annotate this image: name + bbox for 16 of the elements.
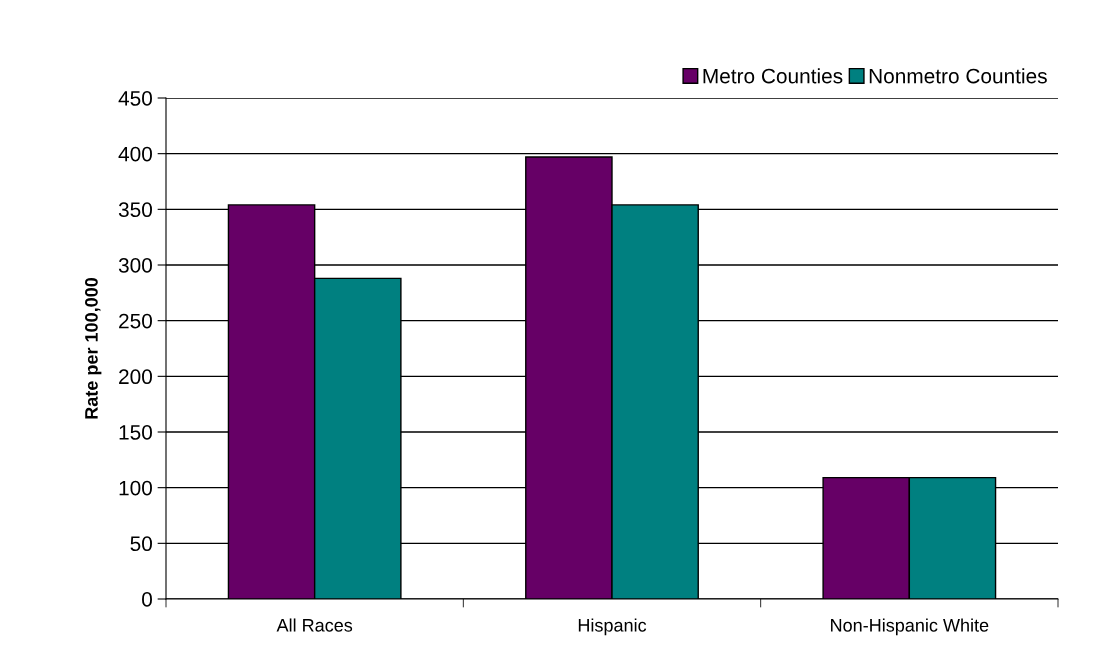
- y-tick-label: 100: [119, 480, 152, 496]
- x-tick-label: Non-Hispanic White: [831, 618, 989, 636]
- legend-label: Metro Counties: [703, 68, 843, 84]
- y-tick-label: 250: [119, 313, 152, 329]
- y-tick-label: 350: [118, 202, 152, 218]
- y-tick-label: 200: [119, 369, 152, 385]
- y-tick-label: 300: [118, 258, 152, 273]
- x-tick-label: Hispanic: [578, 618, 647, 636]
- y-axis-title: Rate per 100,000: [85, 277, 102, 419]
- x-tick-label: All Races: [276, 618, 353, 632]
- y-tick-label: 450: [118, 91, 152, 106]
- y-tick-label: 50: [130, 536, 152, 552]
- y-tick-label: 0: [142, 592, 152, 607]
- y-tick-label: 150: [119, 425, 152, 440]
- y-tick-label: 400: [118, 146, 152, 162]
- legend-label: Nonmetro Counties: [869, 68, 1047, 84]
